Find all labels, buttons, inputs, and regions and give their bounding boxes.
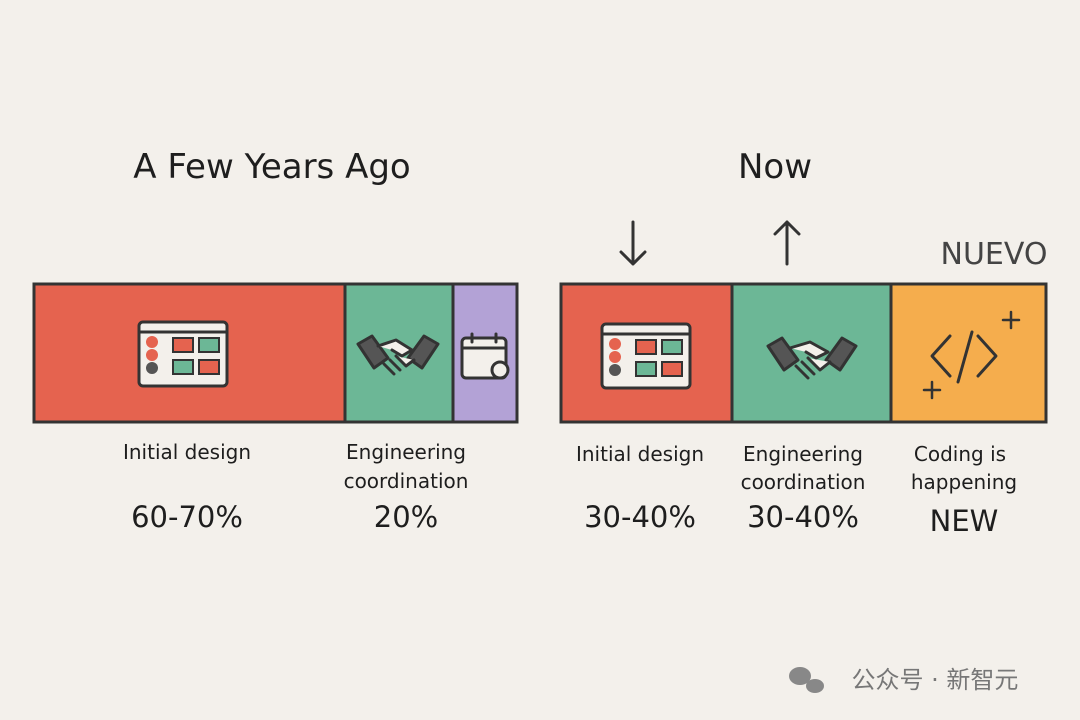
item-share: NEW [930, 504, 999, 538]
item-label: happening [911, 470, 1017, 494]
arrow-up [773, 220, 801, 266]
code-icon [922, 310, 1021, 400]
calendar-icon [460, 332, 510, 380]
item-share: 20% [374, 500, 438, 534]
item-share: 30-40% [584, 500, 696, 534]
bar [32, 282, 519, 424]
arrow-down [619, 220, 647, 266]
panel-title: A Few Years Ago [133, 147, 410, 187]
bar [559, 282, 1048, 424]
item-share: 30-40% [747, 500, 859, 534]
design-icon [600, 322, 692, 390]
badge: NUEVO [941, 237, 1048, 272]
item-label: Coding is [914, 442, 1006, 466]
handshake-icon [766, 336, 858, 380]
handshake-icon [356, 334, 440, 376]
panel-title: Now [738, 147, 812, 187]
watermark: 公众号 · 新智元 [852, 666, 1019, 694]
item-label: coordination [344, 469, 469, 493]
item-label: Initial design [576, 442, 704, 466]
design-icon [137, 320, 229, 388]
item-label: Engineering [743, 442, 863, 466]
segment [889, 282, 1048, 424]
item-label: Engineering [346, 440, 466, 464]
item-label: coordination [741, 470, 866, 494]
item-share: 60-70% [131, 500, 243, 534]
item-label: Initial design [123, 440, 251, 464]
watermark-logo [789, 667, 824, 693]
